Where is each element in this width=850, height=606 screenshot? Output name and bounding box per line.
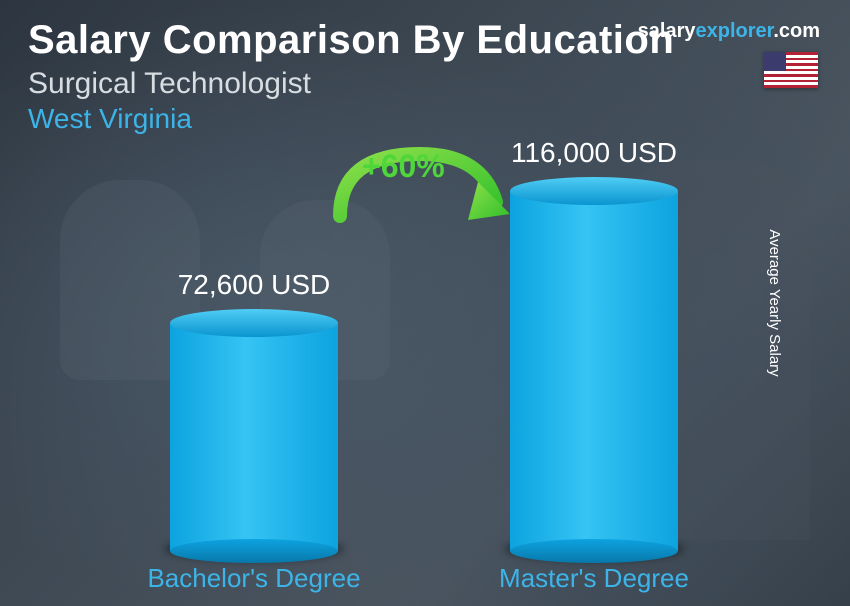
bar-bachelors: [170, 323, 338, 551]
brand-part-3: .com: [773, 20, 820, 42]
brand-part-1: salary: [638, 20, 696, 42]
bar-label-bachelors: Bachelor's Degree: [130, 563, 378, 594]
bar-value-masters: 116,000 USD: [500, 137, 688, 169]
chart-header: Salary Comparison By Education Surgical …: [28, 18, 830, 135]
bar-chart: 72,600 USD Bachelor's Degree 116,000 USD…: [0, 166, 850, 606]
bar-value-bachelors: 72,600 USD: [160, 269, 348, 301]
bar-label-masters: Master's Degree: [470, 563, 718, 594]
delta-percentage: +60%: [362, 148, 445, 185]
flag-icon: [764, 52, 818, 88]
bar-masters: [510, 191, 678, 551]
chart-subtitle: Surgical Technologist: [28, 67, 830, 101]
chart-location: West Virginia: [28, 103, 830, 135]
brand-logo: salaryexplorer.com: [638, 20, 820, 43]
brand-part-2: explorer: [695, 20, 773, 42]
